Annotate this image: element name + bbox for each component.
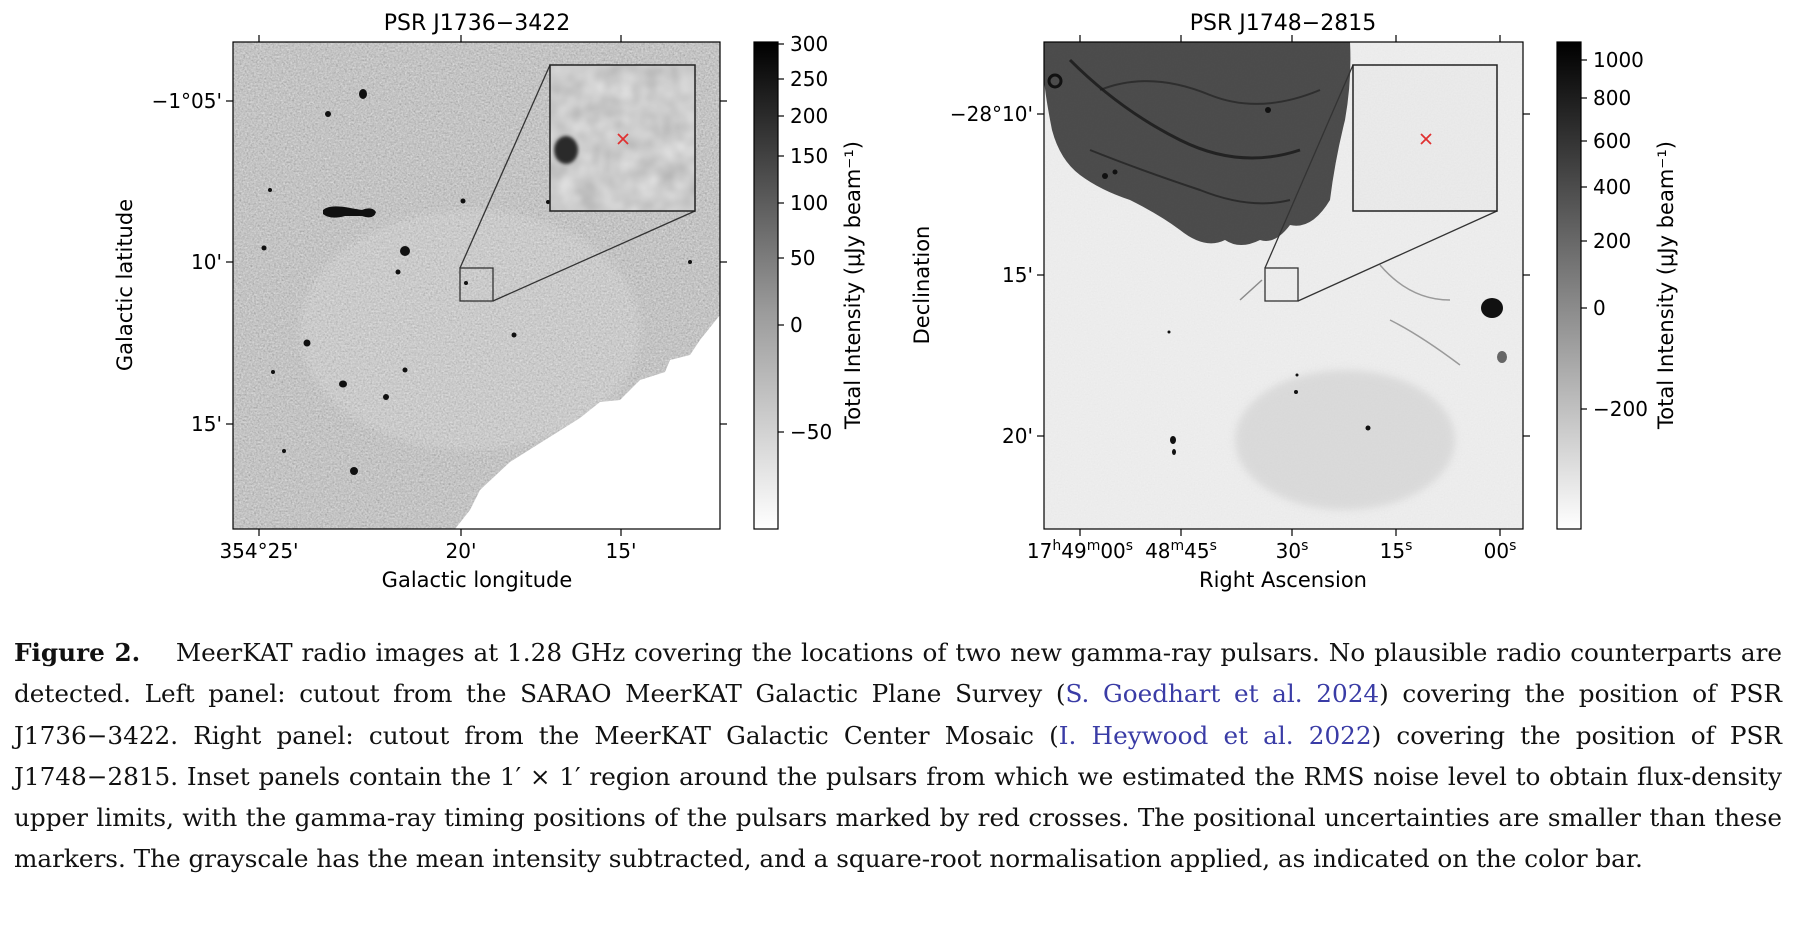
figure-2: PSR J1736−3422 [113, 11, 1678, 592]
left-colorbar-label: Total Intensity (μJy beam⁻¹) [841, 141, 865, 430]
citation-heywood-2022[interactable]: I. Heywood et al. 2022 [1058, 720, 1372, 750]
right-x-axis: 17h49m00s 48m45s 30s 15s 00s [1027, 35, 1516, 563]
right-image [1044, 42, 1523, 529]
caption-text-1: MeerKAT radio images at 1.28 GHz coverin… [14, 638, 1782, 709]
left-x-tick-label: 15' [606, 539, 637, 563]
left-colorbar: 300 250 200 150 100 50 0 −50 Total Intensity (μ… [753, 32, 865, 530]
left-x-tick-label: 354°25' [219, 539, 298, 563]
right-panel-title: PSR J1748−2815 [1190, 11, 1376, 36]
left-x-axis: 354°25' 20' 15' [219, 35, 636, 563]
left-sources [261, 89, 692, 475]
right-y-axis: −28°10' 15' 20' [950, 102, 1530, 448]
right-x-tick-label: 17h49m00s [1027, 538, 1133, 563]
left-colorbar-tick-label: 250 [790, 67, 828, 91]
right-zoom-box [1264, 267, 1299, 302]
left-pulsar-marker [617, 133, 629, 145]
caption-text-3: ) covering the position of PSR J1748−281… [14, 720, 1783, 874]
left-y-label: Galactic latitude [113, 199, 137, 371]
right-panel: PSR J1748−2815 [910, 11, 1678, 592]
left-y-tick-label: 10' [191, 250, 222, 274]
right-x-tick-label: 48m45s [1145, 538, 1217, 563]
left-colorbar-tick-label: 200 [790, 104, 828, 128]
right-y-tick-label: 15' [1002, 263, 1033, 287]
left-colorbar-tick-label: 100 [790, 191, 828, 215]
right-x-label: Right Ascension [1199, 568, 1367, 592]
right-x-tick-label: 30s [1276, 538, 1309, 563]
left-y-tick-label: 15' [191, 412, 222, 436]
right-x-tick-label: 00s [1484, 538, 1517, 563]
right-y-label: Declination [910, 226, 934, 345]
left-x-label: Galactic longitude [382, 568, 573, 592]
left-panel: PSR J1736−3422 [113, 11, 865, 592]
right-colorbar-label: Total Intensity (μJy beam⁻¹) [1654, 141, 1678, 430]
left-x-tick-label: 20' [446, 539, 477, 563]
right-y-tick-label: 20' [1002, 424, 1033, 448]
right-colorbar-tick-label: 800 [1593, 86, 1631, 110]
left-y-tick-label: −1°05' [152, 89, 222, 113]
left-colorbar-tick-label: 300 [790, 32, 828, 56]
right-colorbar: 1000 800 600 400 200 0 −200 Total Intensity (μ… [1556, 41, 1678, 530]
left-inset [549, 64, 696, 212]
right-axes-frame [1043, 41, 1524, 530]
left-colorbar-tick-label: 0 [790, 313, 803, 337]
right-nebula [1044, 42, 1351, 245]
right-x-tick-label: 15s [1380, 538, 1413, 563]
right-colorbar-tick-label: 600 [1593, 129, 1631, 153]
left-axes-frame [232, 41, 721, 530]
left-image [233, 42, 720, 529]
right-inset [1352, 64, 1498, 212]
right-y-tick-label: −28°10' [950, 102, 1033, 126]
left-colorbar-tick-label: −50 [790, 420, 832, 444]
left-colorbar-tick-label: 150 [790, 144, 828, 168]
caption-label: Figure 2. [14, 638, 141, 667]
left-zoom-box [459, 267, 494, 302]
right-pulsar-marker [1420, 133, 1432, 145]
citation-goedhart-2024[interactable]: S. Goedhart et al. 2024 [1065, 679, 1380, 709]
left-colorbar-tick-label: 50 [790, 246, 815, 270]
left-panel-title: PSR J1736−3422 [384, 11, 570, 36]
caption-text-2: ) covering the position of PSR J1736−342… [14, 679, 1782, 750]
right-colorbar-tick-label: 400 [1593, 175, 1631, 199]
right-colorbar-tick-label: 1000 [1593, 48, 1644, 72]
left-y-axis: −1°05' 10' 15' [152, 89, 727, 436]
right-colorbar-tick-label: 0 [1593, 296, 1606, 320]
right-colorbar-tick-label: −200 [1593, 397, 1648, 421]
right-colorbar-tick-label: 200 [1593, 229, 1631, 253]
figure-caption: Figure 2. MeerKAT radio images at 1.28 G… [14, 632, 1782, 880]
